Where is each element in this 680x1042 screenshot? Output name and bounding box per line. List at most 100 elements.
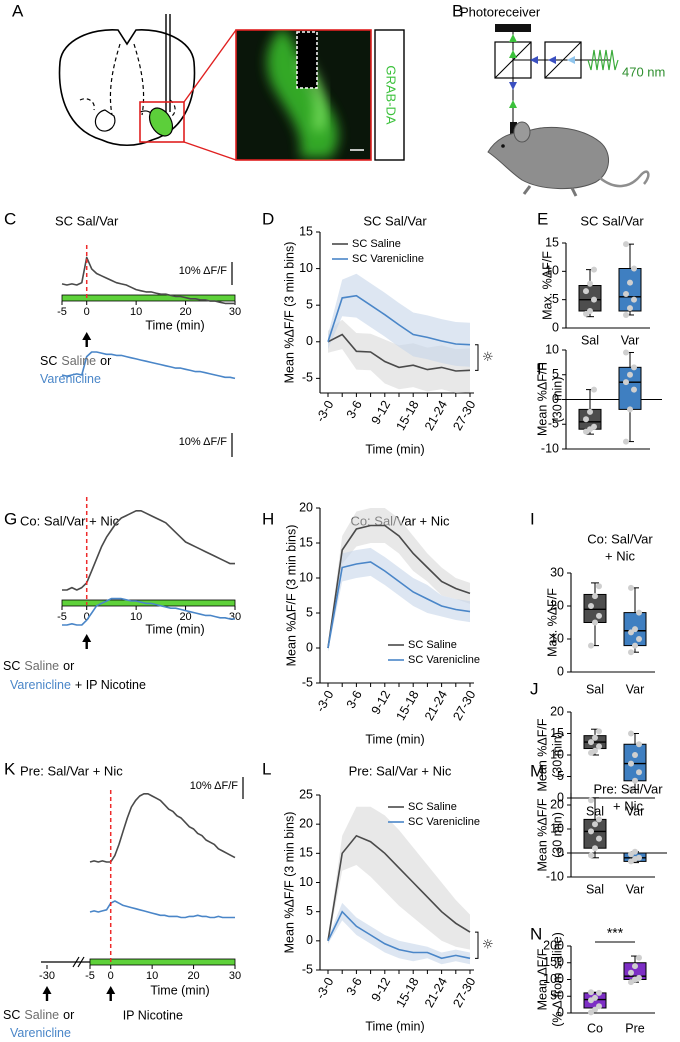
data-point — [628, 584, 634, 591]
x-tick-label: 30 — [229, 611, 241, 623]
series-line — [327, 561, 471, 649]
data-point — [592, 747, 598, 754]
y-tick-label: 0 — [306, 640, 313, 654]
y-tick-label: 150 — [543, 955, 564, 969]
panel-label: N — [530, 924, 542, 943]
panel-label: L — [262, 759, 271, 778]
axis-break — [77, 956, 85, 968]
data-point — [587, 308, 593, 314]
annotation: Varenicline + IP Nicotine — [10, 678, 146, 692]
box — [618, 268, 642, 312]
significance-mark: ☼ — [482, 938, 494, 953]
data-point — [588, 642, 594, 649]
panel-label: H — [262, 509, 274, 528]
panel-title: + Nic — [605, 548, 635, 563]
y-tick-label: 0 — [557, 845, 564, 859]
grab-label: GRAB-DA — [384, 65, 399, 125]
y-tick-label: 100 — [543, 972, 564, 986]
annotation: IP Nicotine — [123, 1008, 183, 1022]
annotation-part: or — [63, 1008, 74, 1022]
panel-title: Pre: Sal/Var — [593, 781, 663, 796]
panel-label: F — [537, 359, 547, 378]
error-band — [328, 806, 470, 950]
x-tick-label: 3-6 — [344, 688, 365, 711]
y-tick-label: 5 — [552, 292, 559, 306]
data-point — [583, 288, 589, 295]
x-axis-label: Time (min) — [145, 318, 204, 332]
trace-line — [62, 510, 235, 591]
y-tick-label: -5 — [302, 962, 313, 976]
x-tick-label: 9-12 — [369, 688, 394, 717]
error-band — [328, 319, 470, 393]
data-point — [631, 364, 637, 371]
y-tick-label: -10 — [541, 441, 559, 455]
annotation-part: SC — [3, 1008, 20, 1022]
x-tick-label: Sal — [581, 333, 599, 347]
x-tick-label: 10 — [146, 970, 158, 982]
box — [623, 743, 647, 782]
y-tick-label: 0 — [557, 790, 564, 804]
panel-label: K — [4, 759, 16, 778]
scale-bar-label: 10% ΔF/F — [179, 265, 228, 277]
y-axis-label: Mean %ΔF/F (3 min bins) — [284, 525, 298, 667]
x-tick-label: Var — [621, 333, 640, 347]
panel-title: Co: Sal/Var + Nic — [20, 513, 120, 528]
data-point — [628, 786, 634, 793]
x-tick-label: 30 — [229, 970, 241, 982]
data-point — [627, 371, 633, 378]
data-point — [596, 1003, 602, 1010]
x-tick-label: 15-18 — [394, 398, 422, 433]
panel-label: B — [452, 1, 463, 20]
y-tick-label: 5 — [306, 904, 313, 918]
y-tick-label: 0 — [306, 334, 313, 348]
x-tick-label: 10 — [130, 611, 142, 623]
y-tick-label: 50 — [550, 989, 564, 1003]
panel-title: SC Sal/Var — [363, 213, 427, 228]
y-axis-label: (% Δ from saline) — [550, 932, 564, 1027]
x-tick-label: -3-0 — [313, 975, 336, 1001]
error-band — [328, 273, 470, 367]
x-axis-label: Time (min) — [145, 622, 204, 636]
data-point — [631, 386, 637, 393]
data-point — [591, 423, 597, 430]
trace-line — [62, 597, 235, 626]
data-point — [592, 1006, 598, 1013]
data-point — [628, 760, 634, 767]
data-point — [592, 734, 598, 741]
data-point — [632, 752, 638, 758]
data-point — [632, 963, 638, 970]
annotation-part: or — [100, 354, 111, 368]
data-point — [588, 852, 594, 859]
y-tick-label: 25 — [299, 787, 313, 801]
panel-label: D — [262, 209, 274, 228]
brain-diagram — [58, 14, 405, 161]
x-axis-label: Time (min) — [365, 732, 424, 746]
data-point — [636, 636, 642, 642]
data-point — [596, 989, 602, 996]
legend-label: SC Varenicline — [408, 654, 480, 666]
annotation-part: Saline — [61, 354, 96, 368]
panel-label: M — [530, 761, 544, 780]
data-point — [636, 769, 642, 776]
data-point — [592, 994, 598, 1001]
x-tick-label: Co — [587, 1021, 603, 1035]
data-point — [636, 609, 642, 616]
arrow — [42, 986, 52, 1001]
error-band — [328, 547, 470, 652]
y-tick-label: 10 — [545, 342, 559, 356]
data-point — [628, 730, 634, 737]
data-point — [623, 438, 629, 445]
photometry-diagram — [487, 24, 650, 197]
arrow — [82, 634, 92, 649]
box — [578, 285, 602, 312]
x-tick-label: -5 — [57, 306, 67, 318]
data-point — [631, 265, 637, 272]
legend-label: SC Saline — [408, 801, 457, 813]
y-tick-label: 10 — [550, 747, 564, 761]
y-tick-label: 0 — [557, 1005, 564, 1019]
y-tick-label: -5 — [302, 675, 313, 689]
y-axis-label: Max. %ΔF/F — [540, 251, 554, 320]
data-point — [632, 777, 638, 784]
